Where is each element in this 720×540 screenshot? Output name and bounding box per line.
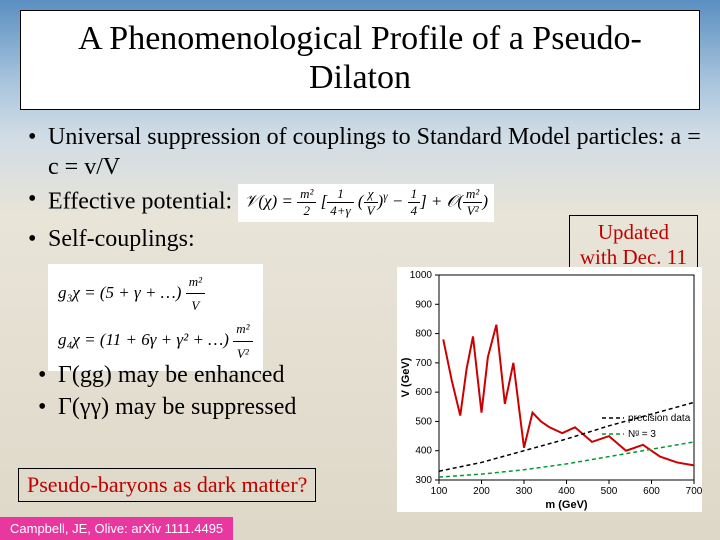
bullet-list-lower: Γ(gg) may be enhanced Γ(γγ) may be suppr…	[28, 360, 398, 424]
bullet-2-text: Effective potential:	[48, 188, 232, 214]
svg-text:800: 800	[415, 329, 432, 340]
svg-text:500: 500	[601, 486, 618, 497]
svg-text:V (GeV): V (GeV)	[400, 357, 412, 397]
bullet-1: Universal suppression of couplings to St…	[28, 122, 702, 182]
svg-text:400: 400	[558, 486, 575, 497]
exclusion-chart: 100 200 300 400 500 600 700 300 400 500 600 700 800 9…	[397, 267, 702, 512]
svg-text:500: 500	[415, 416, 432, 427]
pseudo-baryons-box: Pseudo-baryons as dark matter?	[18, 468, 316, 502]
svg-text:300: 300	[516, 486, 533, 497]
citation: Campbell, JE, Olive: arXiv 1111.4495	[0, 517, 233, 540]
chart-svg: 100 200 300 400 500 600 700 300 400 500 600 700 800 9…	[397, 267, 702, 512]
bullet-4: Γ(gg) may be enhanced	[38, 360, 398, 390]
svg-text:1000: 1000	[410, 270, 433, 281]
formula-self-couplings: g₃χ = (5 + γ + …) m²V g₄χ = (11 + 6γ + γ…	[48, 264, 263, 372]
svg-text:100: 100	[431, 486, 448, 497]
title-box: A Phenomenological Profile of a Pseudo-D…	[20, 10, 700, 110]
svg-text:600: 600	[415, 387, 432, 398]
svg-text:m (GeV): m (GeV)	[545, 499, 588, 511]
svg-text:300: 300	[415, 475, 432, 486]
formula-g4: g₄χ = (11 + 6γ + γ² + …) m²V²	[58, 317, 253, 365]
svg-text:900: 900	[415, 299, 432, 310]
svg-text:precision data: precision data	[628, 413, 691, 424]
formula-g3: g₃χ = (5 + γ + …) m²V	[58, 270, 253, 318]
annotation-line1: Updated	[580, 220, 687, 245]
svg-text:700: 700	[415, 358, 432, 369]
svg-text:400: 400	[415, 446, 432, 457]
formula-potential: 𝒱(χ) = m²2 [14+γ (χV)γ − 14] + 𝒪(m²V²)	[238, 184, 494, 222]
bullet-5: Γ(γγ) may be suppressed	[38, 392, 398, 422]
svg-text:700: 700	[686, 486, 702, 497]
svg-text:200: 200	[473, 486, 490, 497]
slide-title: A Phenomenological Profile of a Pseudo-D…	[33, 19, 687, 97]
svg-text:Nᵍ = 3: Nᵍ = 3	[628, 429, 656, 440]
svg-text:600: 600	[643, 486, 660, 497]
